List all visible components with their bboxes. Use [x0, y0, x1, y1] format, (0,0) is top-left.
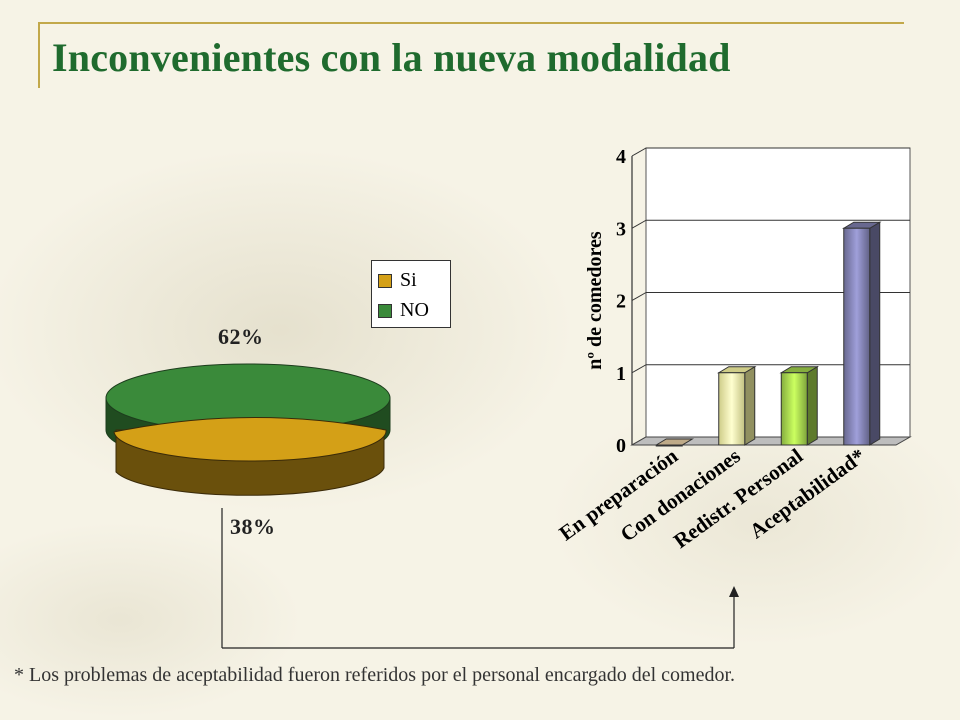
pie-label-no: 62% — [218, 324, 264, 349]
pie-slice-si — [113, 416, 387, 462]
legend-label-no: NO — [400, 299, 429, 321]
tick-mark — [631, 292, 647, 301]
y-axis-label: nº de comedores — [584, 231, 606, 370]
bar-1 — [654, 438, 695, 447]
y-tick-label: 1 — [616, 363, 626, 385]
arrow-head — [729, 586, 739, 597]
legend-swatch-no — [378, 304, 392, 319]
bar-side — [744, 365, 756, 446]
legend-swatch-si — [378, 274, 392, 289]
legend-label-si: Si — [400, 269, 417, 291]
tick-mark — [631, 147, 647, 157]
bar-front — [718, 372, 746, 446]
legend-item-si: Si — [378, 269, 417, 292]
bar-side — [869, 221, 881, 446]
bar-front — [780, 372, 808, 446]
bar-front — [655, 444, 683, 447]
tick-mark — [631, 364, 647, 374]
bar-4 — [841, 221, 882, 446]
legend-item-no: NO — [378, 299, 429, 322]
frame-left-rule — [38, 22, 40, 88]
y-tick-label: 2 — [616, 291, 626, 313]
bar-side — [806, 365, 818, 446]
bar-3 — [779, 365, 820, 446]
frame-top-rule — [38, 22, 904, 24]
y-tick-label: 0 — [616, 435, 626, 457]
bar-front — [843, 227, 871, 446]
pie-legend: Si NO — [371, 260, 451, 328]
tick-mark — [631, 219, 647, 229]
bar-2 — [716, 365, 757, 446]
pie-label-si: 38% — [230, 514, 276, 539]
slide-title: Inconvenientes con la nueva modalidad — [52, 35, 731, 80]
y-tick-label: 4 — [616, 146, 626, 168]
y-tick-label: 3 — [616, 218, 626, 240]
footnote: * Los problemas de aceptabilidad fueron … — [14, 664, 736, 686]
